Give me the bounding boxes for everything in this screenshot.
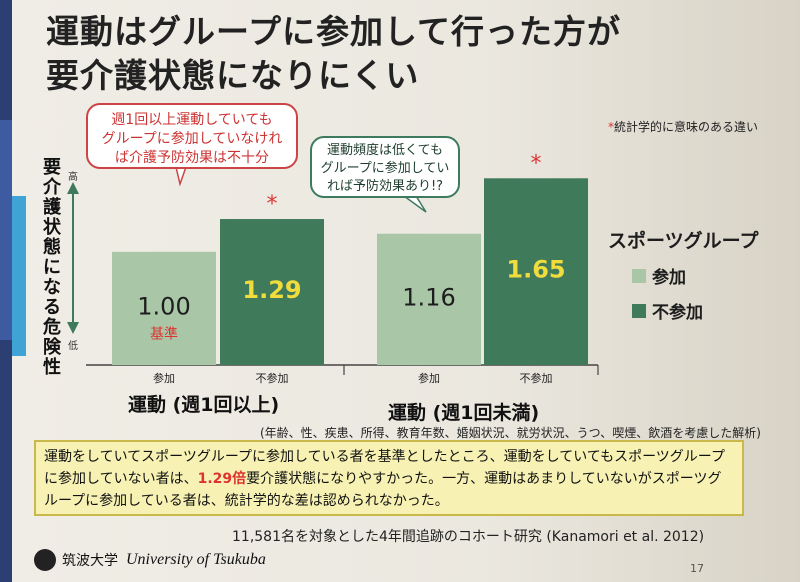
y-axis-label-char: 護 <box>43 197 61 218</box>
summary-text-1: 運動をしていてスポーツグループに参加している者を基準としたところ、運動をしていて… <box>44 449 725 487</box>
summary-box: 運動をしていてスポーツグループに参加している者を基準としたところ、運動をしていて… <box>34 440 744 516</box>
callout-right-text: 運動頻度は低くても グループに参加してい れば予防効果あり!? <box>320 143 450 194</box>
callout-left-tail <box>175 166 188 187</box>
y-axis-label-char: る <box>43 297 61 318</box>
bar-value-1-2: 1.29 <box>242 276 301 304</box>
study-note: 11,581名を対象とした4年間追跡のコホート研究 (Kanamori et a… <box>232 529 705 545</box>
significance-note-text: 統計学的に意味のある違い <box>614 120 759 134</box>
bar-value-2-2: 1.65 <box>506 256 565 284</box>
bar-2-1 <box>377 233 481 365</box>
legend-swatch-participate <box>632 268 646 283</box>
bar-category-1-1: 参加 <box>153 371 175 385</box>
significance-star-1: * <box>267 192 278 217</box>
university-name-en: University of Tsukuba <box>126 551 266 568</box>
y-axis-label-char: 状 <box>43 217 61 238</box>
y-axis-accent <box>12 196 26 356</box>
bar-value-1-1: 1.00 <box>137 292 190 320</box>
bar-category-2-2: 不参加 <box>520 371 553 385</box>
university-footer: 筑波大学 University of Tsukuba <box>34 549 266 571</box>
bar-2-2 <box>484 178 588 365</box>
slide-title: 運動はグループに参加して行った方が 要介護状態になりにくい <box>46 12 622 95</box>
bar-category-1-2: 不参加 <box>256 371 289 385</box>
star-icon: * <box>608 120 614 134</box>
legend-label-participate: 参加 <box>652 268 686 288</box>
university-logo-icon <box>34 549 56 571</box>
covariates-note: (年齢、性、疾患、所得、教育年数、婚姻状況、就労状況、うつ、喫煙、飲酒を考慮した… <box>260 426 761 440</box>
group-label-1: 運動 (週1回以上) <box>128 394 280 416</box>
summary-highlight: 1.29倍 <box>197 471 247 487</box>
group-label-2: 運動 (週1回未満) <box>388 402 540 424</box>
bar-1-1 <box>112 251 216 365</box>
bar-1-2 <box>220 219 324 365</box>
legend-label-not-participate: 不参加 <box>652 303 703 323</box>
y-arrow-up-icon <box>67 182 79 194</box>
side-accent-bar <box>0 0 12 582</box>
legend-item-not-participate: 不参加 <box>632 298 758 323</box>
page-number: 17 <box>690 562 704 575</box>
significance-star-2: * <box>531 151 542 176</box>
callout-right-tail <box>401 195 427 213</box>
y-axis-label-char: 危 <box>43 317 61 338</box>
bar-value-2-1: 1.16 <box>402 283 455 311</box>
legend-swatch-not-participate <box>632 303 646 318</box>
legend: スポーツグループ 参加 不参加 <box>608 226 758 323</box>
y-axis-label-char: 要 <box>43 157 61 178</box>
callout-right: 運動頻度は低くても グループに参加してい れば予防効果あり!? <box>310 136 460 198</box>
callout-left: 週1回以上運動していても グループに参加していなけれ ば介護予防効果は不十分 <box>86 103 298 169</box>
y-axis-label-char: 介 <box>43 177 61 198</box>
y-axis-label-char: 態 <box>43 237 61 258</box>
y-axis-label-char: 性 <box>43 357 61 378</box>
significance-note: *統計学的に意味のある違い <box>608 118 758 135</box>
y-axis-label: 要介護状態になる危険性 <box>38 158 66 378</box>
legend-item-participate: 参加 <box>632 263 758 288</box>
bar-category-2-1: 参加 <box>418 371 440 385</box>
reference-label: 基準 <box>150 325 178 342</box>
summary-text-2: 要介護状態になりやすかった。一方、運動はあまりしていないがスポーツグループに参加… <box>44 471 722 509</box>
y-axis-label-char: な <box>43 277 61 298</box>
y-axis-label-char: 険 <box>43 337 61 358</box>
y-tick-high: 高 <box>68 172 78 183</box>
university-name-jp: 筑波大学 <box>62 553 118 569</box>
y-arrow-down-icon <box>67 322 79 334</box>
y-axis-label-char: に <box>43 257 61 278</box>
legend-title: スポーツグループ <box>608 230 759 252</box>
y-tick-low: 低 <box>68 341 78 352</box>
callout-left-text: 週1回以上運動していても グループに参加していなけれ ば介護予防効果は不十分 <box>101 112 283 166</box>
